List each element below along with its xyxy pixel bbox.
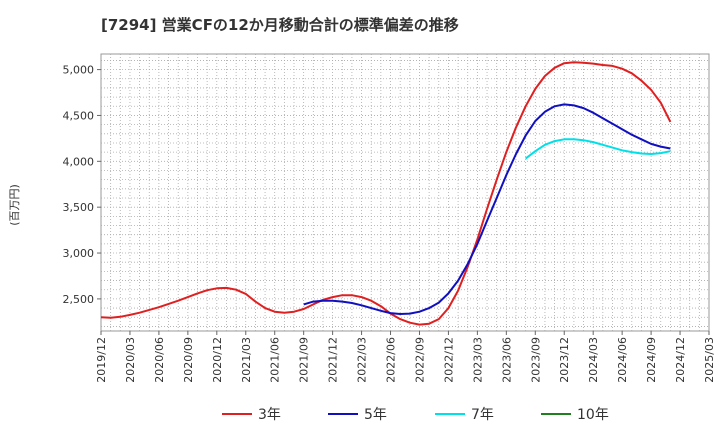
x-tick-label: 2021/03 [240,337,253,383]
x-tick-label: 2021/06 [269,337,282,383]
x-tick-label: 2025/03 [703,337,716,383]
x-tick-label: 2022/03 [356,337,369,383]
y-tick-label: 3,500 [63,201,95,214]
x-tick-label: 2020/06 [153,337,166,383]
y-tick-label: 4,500 [63,109,95,122]
y-tick-label: 5,000 [63,64,95,77]
x-tick-label: 2022/12 [442,337,455,383]
x-tick-label: 2022/09 [413,337,426,383]
x-tick-label: 2021/09 [298,337,311,383]
x-tick-label: 2024/06 [616,337,629,383]
x-axis-ticks: 2019/12 2020/03 2020/06 2020/09 2020/12 2021/… [95,331,716,383]
legend-label: 5年 [364,407,387,423]
x-tick-label: 2023/09 [529,337,542,383]
legend: 3年 5年 7年 10年 [222,407,609,423]
legend-label: 3年 [258,407,281,423]
x-tick-label: 2021/12 [327,337,340,383]
series-line-3年 [100,61,672,326]
y-axis-ticks: 2,500 3,000 3,500 4,000 4,500 5,000 [63,64,101,306]
y-tick-label: 2,500 [63,293,95,306]
series-line-7年 [524,138,671,160]
x-tick-label: 2023/03 [471,337,484,383]
series-lines [100,61,672,326]
x-tick-label: 2024/03 [587,337,600,383]
x-tick-label: 2023/12 [558,337,571,383]
y-axis-label: (百万円) [8,184,21,226]
legend-label: 10年 [577,407,609,423]
x-tick-label: 2024/12 [674,337,687,383]
x-tick-label: 2023/06 [500,337,513,383]
grid-lines [101,54,709,331]
x-tick-label: 2020/12 [211,337,224,383]
y-tick-label: 3,000 [63,247,95,260]
x-tick-label: 2024/09 [645,337,658,383]
y-tick-label: 4,000 [63,155,95,168]
plot-area [100,53,710,332]
x-tick-label: 2020/03 [124,337,137,383]
legend-label: 7年 [471,407,494,423]
x-tick-label: 2022/06 [385,337,398,383]
series-line-5年 [303,103,671,315]
x-tick-label: 2020/09 [182,337,195,383]
chart-title: [7294] 営業CFの12か月移動合計の標準偏差の推移 [101,16,459,34]
x-tick-label: 2019/12 [95,337,108,383]
